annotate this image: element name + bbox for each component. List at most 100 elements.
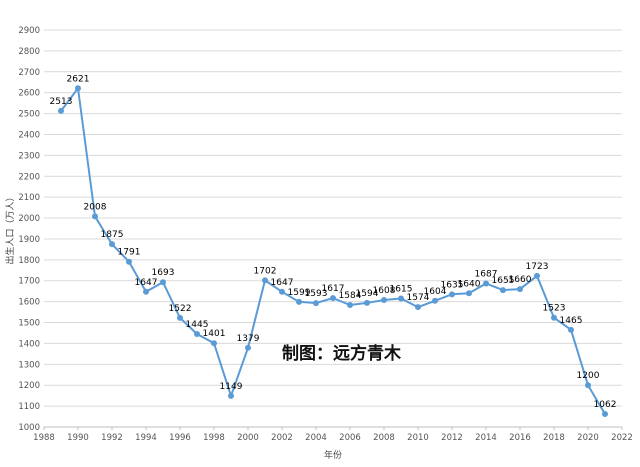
y-tick-label-2000: 2000 xyxy=(18,214,40,224)
x-tick-label-2020: 2020 xyxy=(577,433,599,443)
data-point-2019 xyxy=(568,326,574,333)
data-label-2017: 1723 xyxy=(526,262,549,272)
data-point-1994 xyxy=(143,288,149,295)
data-label-1992: 1875 xyxy=(101,230,124,240)
y-tick-label-1100: 1100 xyxy=(18,402,40,412)
x-tick-label-2010: 2010 xyxy=(407,433,429,443)
data-point-2006 xyxy=(347,301,353,308)
data-point-2000 xyxy=(245,344,251,351)
data-point-2021 xyxy=(602,411,608,418)
data-label-1997: 1445 xyxy=(186,320,209,330)
data-label-1994: 1647 xyxy=(135,278,158,288)
y-tick-label-2400: 2400 xyxy=(18,130,40,140)
x-tick-label-2018: 2018 xyxy=(543,433,565,443)
x-tick-label-2008: 2008 xyxy=(373,433,395,443)
data-point-2015 xyxy=(500,287,506,294)
y-axis-title: 出生人口（万人） xyxy=(4,192,16,264)
x-tick-label-1994: 1994 xyxy=(135,433,157,443)
y-tick-label-1000: 1000 xyxy=(18,423,40,433)
data-point-2017 xyxy=(534,272,540,279)
chart-annotation: 制图：远方青木 xyxy=(282,343,402,364)
data-label-2016: 1660 xyxy=(509,275,532,285)
y-tick-label-2900: 2900 xyxy=(18,26,40,36)
x-tick-label-2014: 2014 xyxy=(475,433,497,443)
data-label-2012: 1635 xyxy=(441,280,464,290)
data-point-1991 xyxy=(92,213,98,220)
data-label-2019: 1465 xyxy=(560,316,583,326)
y-tick-label-2700: 2700 xyxy=(18,68,40,78)
y-tick-label-2600: 2600 xyxy=(18,89,40,99)
data-labels: 2513262120081875179116471693152214451401… xyxy=(50,74,617,410)
data-point-2001 xyxy=(262,277,268,284)
data-point-1996 xyxy=(177,314,183,321)
x-tick-label-1990: 1990 xyxy=(67,433,89,443)
data-point-2008 xyxy=(381,296,387,303)
data-label-2013: 1640 xyxy=(458,279,481,289)
y-tick-label-2200: 2200 xyxy=(18,172,40,182)
y-tick-label-1500: 1500 xyxy=(18,319,40,329)
x-tick-label-1996: 1996 xyxy=(169,433,191,443)
data-point-2012 xyxy=(449,291,455,298)
data-label-1998: 1401 xyxy=(203,329,226,339)
x-tick-label-2022: 2022 xyxy=(611,433,633,443)
data-label-2009: 1615 xyxy=(390,284,413,294)
data-point-1992 xyxy=(109,241,115,248)
data-point-2010 xyxy=(415,304,421,311)
series-line xyxy=(60,85,606,415)
data-label-1993: 1791 xyxy=(118,248,141,258)
gridlines xyxy=(44,29,622,428)
x-tick-label-2006: 2006 xyxy=(339,433,361,443)
y-tick-label-2800: 2800 xyxy=(18,47,40,57)
x-tick-label-2004: 2004 xyxy=(305,433,327,443)
x-tick-label-2016: 2016 xyxy=(509,433,531,443)
data-point-1995 xyxy=(160,279,166,286)
data-label-2020: 1200 xyxy=(577,371,600,381)
data-label-1990: 2621 xyxy=(67,74,90,84)
x-tick-label-1988: 1988 xyxy=(33,433,55,443)
y-axis-ticks: 1000 1100 1200 1300 1400 1500 1600 1700 1800 1900… xyxy=(18,26,40,433)
x-axis-title: 年份 xyxy=(324,449,342,461)
data-label-1996: 1522 xyxy=(169,304,192,314)
series-markers xyxy=(58,85,608,418)
data-label-2003: 1599 xyxy=(288,288,311,298)
data-point-2004 xyxy=(313,300,319,307)
data-label-2011: 1604 xyxy=(424,287,447,297)
x-axis-ticks: 1988 1990 1992 1994 1996 1998 2000 2002 2004 2006… xyxy=(33,427,633,443)
data-label-2010: 1574 xyxy=(407,293,430,303)
data-point-1997 xyxy=(194,331,200,338)
data-label-1995: 1693 xyxy=(152,268,175,278)
data-point-2002 xyxy=(279,288,285,295)
data-point-1999 xyxy=(228,392,234,399)
x-tick-label-2002: 2002 xyxy=(271,433,293,443)
data-label-2021: 1062 xyxy=(594,400,617,410)
y-tick-label-1900: 1900 xyxy=(18,235,40,245)
data-label-2004: 1593 xyxy=(305,289,328,299)
y-tick-label-1400: 1400 xyxy=(18,339,40,349)
data-point-2014 xyxy=(483,280,489,287)
data-label-2006: 1584 xyxy=(339,291,362,301)
data-label-2015: 1655 xyxy=(492,276,515,286)
data-label-2014: 1687 xyxy=(475,269,498,279)
data-point-2013 xyxy=(466,290,472,297)
data-label-1989: 2513 xyxy=(50,97,73,107)
x-tick-label-2000: 2000 xyxy=(237,433,259,443)
data-point-2007 xyxy=(364,299,370,306)
y-tick-label-1700: 1700 xyxy=(18,277,40,287)
data-label-2005: 1617 xyxy=(322,284,345,294)
data-label-2001: 1702 xyxy=(254,266,277,276)
x-tick-label-1998: 1998 xyxy=(203,433,225,443)
data-label-2008: 1608 xyxy=(373,286,396,296)
data-point-1993 xyxy=(126,258,132,265)
y-tick-label-2100: 2100 xyxy=(18,193,40,203)
data-point-1998 xyxy=(211,340,217,347)
y-tick-label-1300: 1300 xyxy=(18,360,40,370)
data-label-2007: 1594 xyxy=(356,289,379,299)
x-tick-label-1992: 1992 xyxy=(101,433,123,443)
y-tick-label-1800: 1800 xyxy=(18,256,40,266)
data-point-2016 xyxy=(517,286,523,293)
data-point-1989 xyxy=(58,107,64,114)
data-label-2018: 1523 xyxy=(543,304,566,314)
data-point-2011 xyxy=(432,297,438,304)
y-tick-label-2300: 2300 xyxy=(18,151,40,161)
